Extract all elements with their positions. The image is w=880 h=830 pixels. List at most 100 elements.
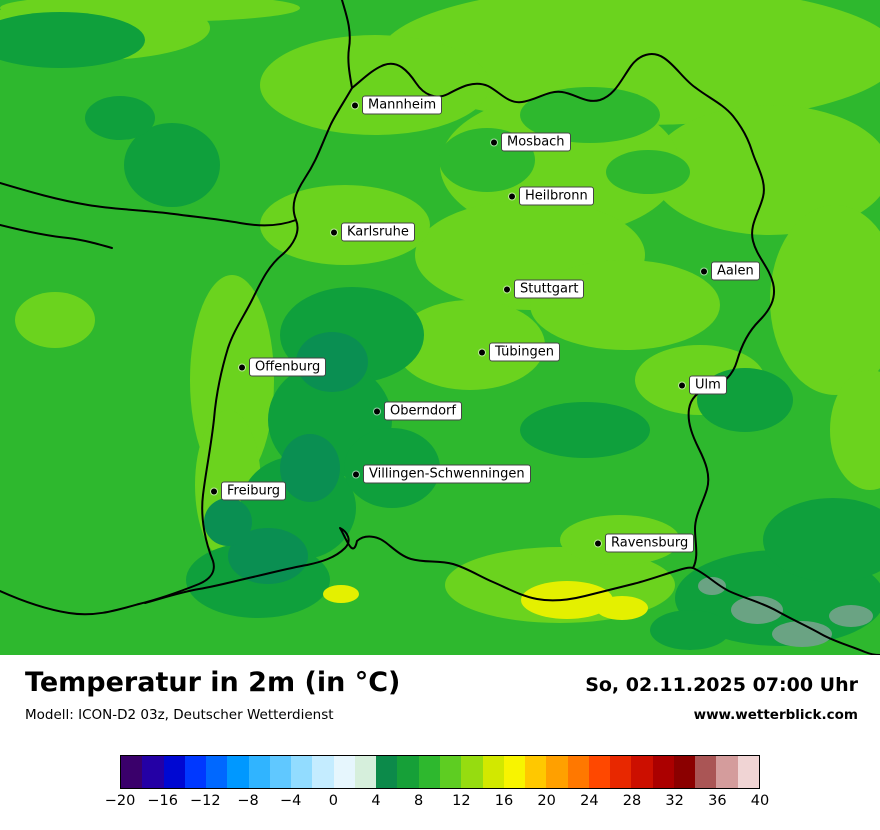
city-label: Tübingen — [489, 342, 560, 362]
city-marker-heilbronn: Heilbronn — [509, 186, 594, 206]
colorbar-segment — [652, 756, 674, 788]
city-layer: Mannheim Mosbach Heilbronn Karlsruhe Aalen St… — [211, 95, 760, 553]
city-dot — [701, 268, 707, 274]
colorbar-segment — [461, 756, 483, 788]
colorbar-segment — [418, 756, 440, 788]
model-info: Modell: ICON-D2 03z, Deutscher Wetterdie… — [25, 707, 334, 723]
weather-map: Mannheim Mosbach Heilbronn Karlsruhe Aalen St… — [0, 0, 880, 655]
colorbar-segment — [227, 756, 249, 788]
city-dot — [239, 364, 245, 370]
colorbar-segment — [248, 756, 270, 788]
city-marker-freiburg: Freiburg — [211, 481, 287, 501]
colorbar-segment — [503, 756, 526, 788]
colorbar-segment — [354, 756, 377, 788]
colorbar-segment — [312, 756, 334, 788]
colorbar-tick-label: −20 — [104, 793, 136, 809]
city-dot — [679, 382, 685, 388]
colorbar-segment — [333, 756, 355, 788]
city-dot — [211, 488, 217, 494]
colorbar-tick-label: −8 — [237, 793, 259, 809]
city-label: Ravensburg — [605, 533, 695, 553]
colorbar-segment — [397, 756, 419, 788]
colorbar-segment — [439, 756, 462, 788]
temperature-legend: −20 −16 −12 −8 −4 0 4 8 12 16 20 24 28 32 36 40 — [105, 755, 770, 813]
city-label: Karlsruhe — [341, 222, 415, 242]
colorbar-tick-label: 32 — [665, 793, 684, 809]
border-lines — [0, 0, 880, 655]
city-dot — [479, 349, 485, 355]
city-label: Stuttgart — [514, 279, 585, 299]
page-title: Temperatur in 2m (in °C) — [25, 667, 401, 698]
colorbar-segment — [184, 756, 207, 788]
city-label: Mosbach — [501, 132, 571, 152]
border-france-1 — [0, 182, 297, 227]
border-france-2 — [0, 224, 113, 249]
colorbar-segment — [163, 756, 185, 788]
colorbar-segment — [206, 756, 228, 788]
colorbar — [120, 755, 760, 789]
city-dot — [374, 408, 380, 414]
colorbar-segment — [716, 756, 738, 788]
city-dot — [509, 193, 515, 199]
colorbar-tick-label: 8 — [414, 793, 424, 809]
colorbar-segment — [482, 756, 504, 788]
colorbar-tick-label: 4 — [371, 793, 381, 809]
colorbar-segment — [376, 756, 398, 788]
colorbar-tick-label: −4 — [279, 793, 302, 809]
colorbar-segment — [737, 756, 759, 788]
city-marker-ravensburg: Ravensburg — [595, 533, 695, 553]
city-marker-oberndorf: Oberndorf — [374, 401, 462, 421]
map-footer: Temperatur in 2m (in °C) So, 02.11.2025 … — [0, 655, 880, 830]
colorbar-tick-label: 20 — [537, 793, 556, 809]
city-label: Villingen-Schwenningen — [363, 464, 531, 484]
city-marker-mannheim: Mannheim — [352, 95, 443, 115]
city-label: Heilbronn — [519, 186, 594, 206]
colorbar-tick-label: 40 — [750, 793, 770, 809]
city-dot — [491, 139, 497, 145]
colorbar-tick-label: −12 — [190, 793, 221, 809]
colorbar-segment — [631, 756, 653, 788]
colorbar-ticks: −20 −16 −12 −8 −4 0 4 8 12 16 20 24 28 32 36 40 — [105, 793, 770, 813]
colorbar-segment — [142, 756, 164, 788]
colorbar-segment — [567, 756, 589, 788]
colorbar-tick-label: 24 — [580, 793, 599, 809]
colorbar-tick-label: 12 — [452, 793, 471, 809]
colorbar-segment — [546, 756, 568, 788]
city-marker-aalen: Aalen — [701, 261, 760, 281]
border-north — [351, 53, 753, 152]
city-dot — [353, 471, 359, 477]
colorbar-segment — [121, 756, 143, 788]
colorbar-tick-label: 36 — [708, 793, 727, 809]
colorbar-segment — [673, 756, 696, 788]
city-marker-villingen-schwenningen: Villingen-Schwenningen — [353, 464, 531, 484]
city-dot — [595, 540, 601, 546]
forecast-datetime: So, 02.11.2025 07:00 Uhr — [585, 674, 858, 696]
colorbar-tick-label: −16 — [147, 793, 178, 809]
city-dot — [504, 286, 510, 292]
city-marker-offenburg: Offenburg — [239, 357, 327, 377]
colorbar-tick-label: 28 — [622, 793, 642, 809]
city-label: Freiburg — [221, 481, 287, 501]
city-label: Aalen — [711, 261, 760, 281]
city-marker-stuttgart: Stuttgart — [504, 279, 585, 299]
city-label: Oberndorf — [384, 401, 462, 421]
colorbar-segment — [291, 756, 313, 788]
city-dot — [352, 102, 358, 108]
border-southeast — [692, 567, 880, 655]
colorbar-segment — [695, 756, 717, 788]
city-label: Mannheim — [362, 95, 443, 115]
city-marker-ulm: Ulm — [679, 375, 727, 395]
colorbar-segment — [588, 756, 611, 788]
city-label: Offenburg — [249, 357, 327, 377]
border-south — [144, 527, 694, 604]
colorbar-segment — [610, 756, 632, 788]
colorbar-segment — [269, 756, 292, 788]
city-dot — [331, 229, 337, 235]
website-link[interactable]: www.wetterblick.com — [693, 707, 858, 723]
colorbar-tick-label: 0 — [328, 793, 338, 809]
city-label: Ulm — [689, 375, 727, 395]
colorbar-segment — [525, 756, 547, 788]
city-marker-karlsruhe: Karlsruhe — [331, 222, 415, 242]
city-marker-mosbach: Mosbach — [491, 132, 571, 152]
